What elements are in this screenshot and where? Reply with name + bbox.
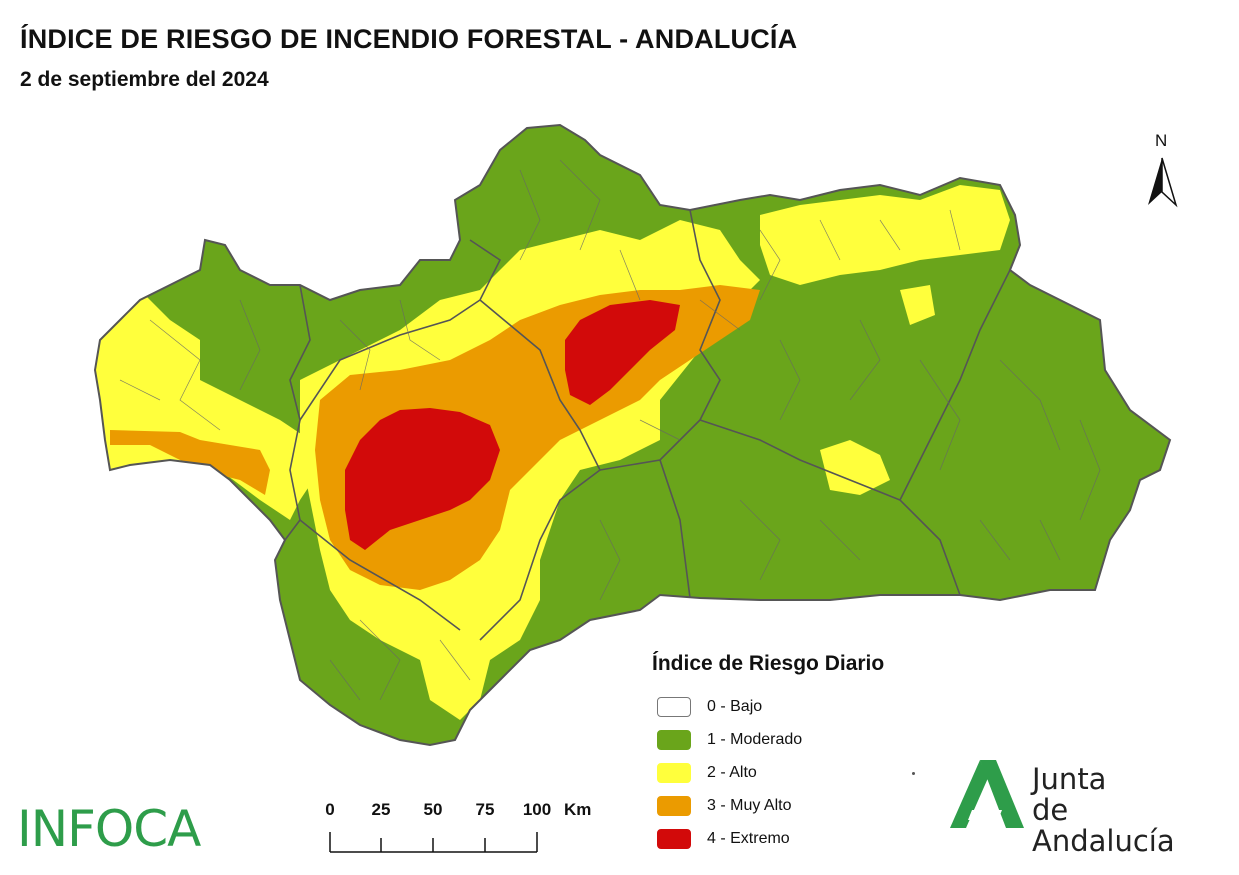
legend-item-moderado: 1 - Moderado: [652, 723, 952, 756]
scale-label-25: 25: [371, 800, 391, 819]
junta-logo-icon: [950, 760, 1024, 828]
legend-title: Índice de Riesgo Diario: [652, 652, 885, 675]
legend-label-alto: 2 - Alto: [707, 763, 757, 781]
junta-andalucia-logo: Junta de Andalucía: [950, 758, 1220, 857]
scale-unit: Km: [564, 800, 592, 819]
map-title: ÍNDICE DE RIESGO DE INCENDIO FORESTAL - …: [20, 24, 798, 54]
legend-label-extremo: 4 - Extremo: [707, 829, 790, 847]
junta-logo-text: Junta de Andalucía: [1032, 764, 1220, 857]
legend-item-muy-alto: 3 - Muy Alto: [652, 789, 952, 822]
scale-label-0: 0: [325, 800, 335, 819]
north-label: N: [1155, 131, 1168, 150]
legend-label-muy-alto: 3 - Muy Alto: [707, 796, 792, 814]
scale-bar-graphic: [329, 832, 538, 853]
infoca-logo: INFOCA: [17, 800, 201, 858]
legend-item-alto: 2 - Alto: [652, 756, 952, 789]
legend-swatch-muy-alto: [657, 795, 691, 816]
legend-item-bajo: 0 - Bajo: [652, 690, 952, 723]
legend-swatch-moderado: [657, 729, 691, 750]
map-dot-marker: [912, 772, 915, 775]
junta-line2: de Andalucía: [1032, 793, 1175, 858]
andalucia-risk-map: [94, 124, 1171, 746]
scale-bar: 0 25 50 75 100 Km: [318, 800, 608, 860]
legend-swatch-alto: [657, 762, 691, 783]
scale-label-100: 100: [522, 800, 552, 819]
legend: Índice de Riesgo Diario 0 - Bajo 1 - Mod…: [652, 652, 952, 862]
region-alto-east-patch: [820, 440, 890, 495]
north-arrow-icon: [1148, 157, 1178, 208]
legend-swatch-bajo: [657, 696, 691, 717]
scale-label-50: 50: [423, 800, 443, 819]
region-alto-northeast: [760, 185, 1010, 285]
region-alto-small: [900, 285, 935, 325]
junta-line1: Junta: [1032, 762, 1107, 796]
region-extremo-cordoba: [565, 300, 680, 405]
province-borders: [284, 209, 1011, 641]
region-extremo-sevilla: [345, 408, 500, 550]
legend-swatch-extremo: [657, 828, 691, 849]
legend-item-extremo: 4 - Extremo: [652, 822, 952, 855]
map-date: 2 de septiembre del 2024: [20, 68, 269, 91]
legend-label-moderado: 1 - Moderado: [707, 730, 803, 748]
legend-label-bajo: 0 - Bajo: [707, 697, 763, 715]
municipal-borders: [119, 159, 1101, 701]
scale-label-75: 75: [475, 800, 495, 819]
